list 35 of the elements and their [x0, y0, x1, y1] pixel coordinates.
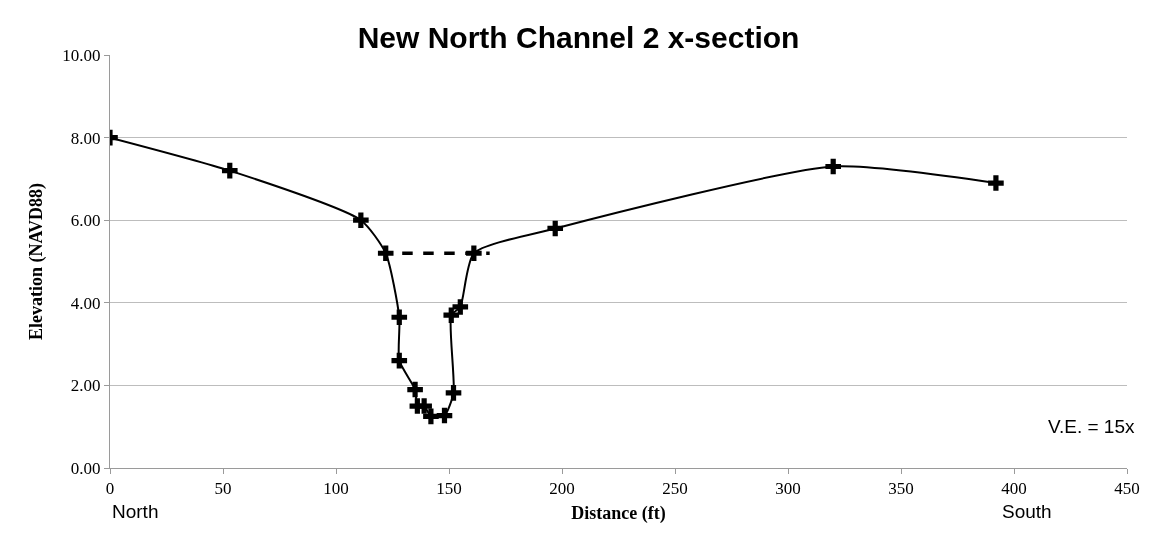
x-tick-label: 400	[1001, 479, 1027, 499]
point	[436, 407, 453, 424]
point	[443, 307, 460, 323]
x-tick-label: 150	[436, 479, 462, 499]
point	[423, 408, 439, 425]
x-tick-label: 350	[888, 479, 914, 499]
point	[391, 352, 408, 369]
x-axis-title: Distance (ft)	[571, 502, 666, 524]
x-tick-label: 450	[1114, 479, 1140, 499]
point	[445, 385, 462, 401]
point	[547, 220, 564, 237]
chart-title: New North Channel 2 x-section	[357, 21, 800, 55]
x-tick-label: 200	[549, 479, 575, 499]
point	[988, 175, 1004, 191]
text: North	[112, 501, 159, 522]
x-tick-label: 250	[662, 479, 688, 499]
y-axis-title: Elevation (NAVD88)	[25, 182, 47, 341]
y-tick-label: 0.00	[70, 458, 101, 478]
y-tick-label: 4.00	[70, 293, 101, 313]
y-tick-label: 6.00	[70, 211, 101, 231]
y-tick-label: 8.00	[70, 128, 101, 148]
point	[452, 299, 469, 315]
x-tick-label: 0	[105, 479, 115, 499]
annotation: V.E. = 15x	[1048, 416, 1135, 437]
x-tick-label: 100	[323, 479, 349, 499]
point	[825, 158, 841, 175]
y-tick-label: 2.00	[70, 376, 101, 396]
point	[353, 212, 369, 228]
y-tick-label: 10.00	[62, 45, 101, 65]
point	[221, 162, 238, 179]
text: South	[1002, 501, 1052, 522]
x-tick-label: 300	[775, 479, 801, 499]
point	[391, 309, 408, 326]
x-tick-label: 50	[214, 479, 232, 499]
point	[407, 381, 423, 398]
